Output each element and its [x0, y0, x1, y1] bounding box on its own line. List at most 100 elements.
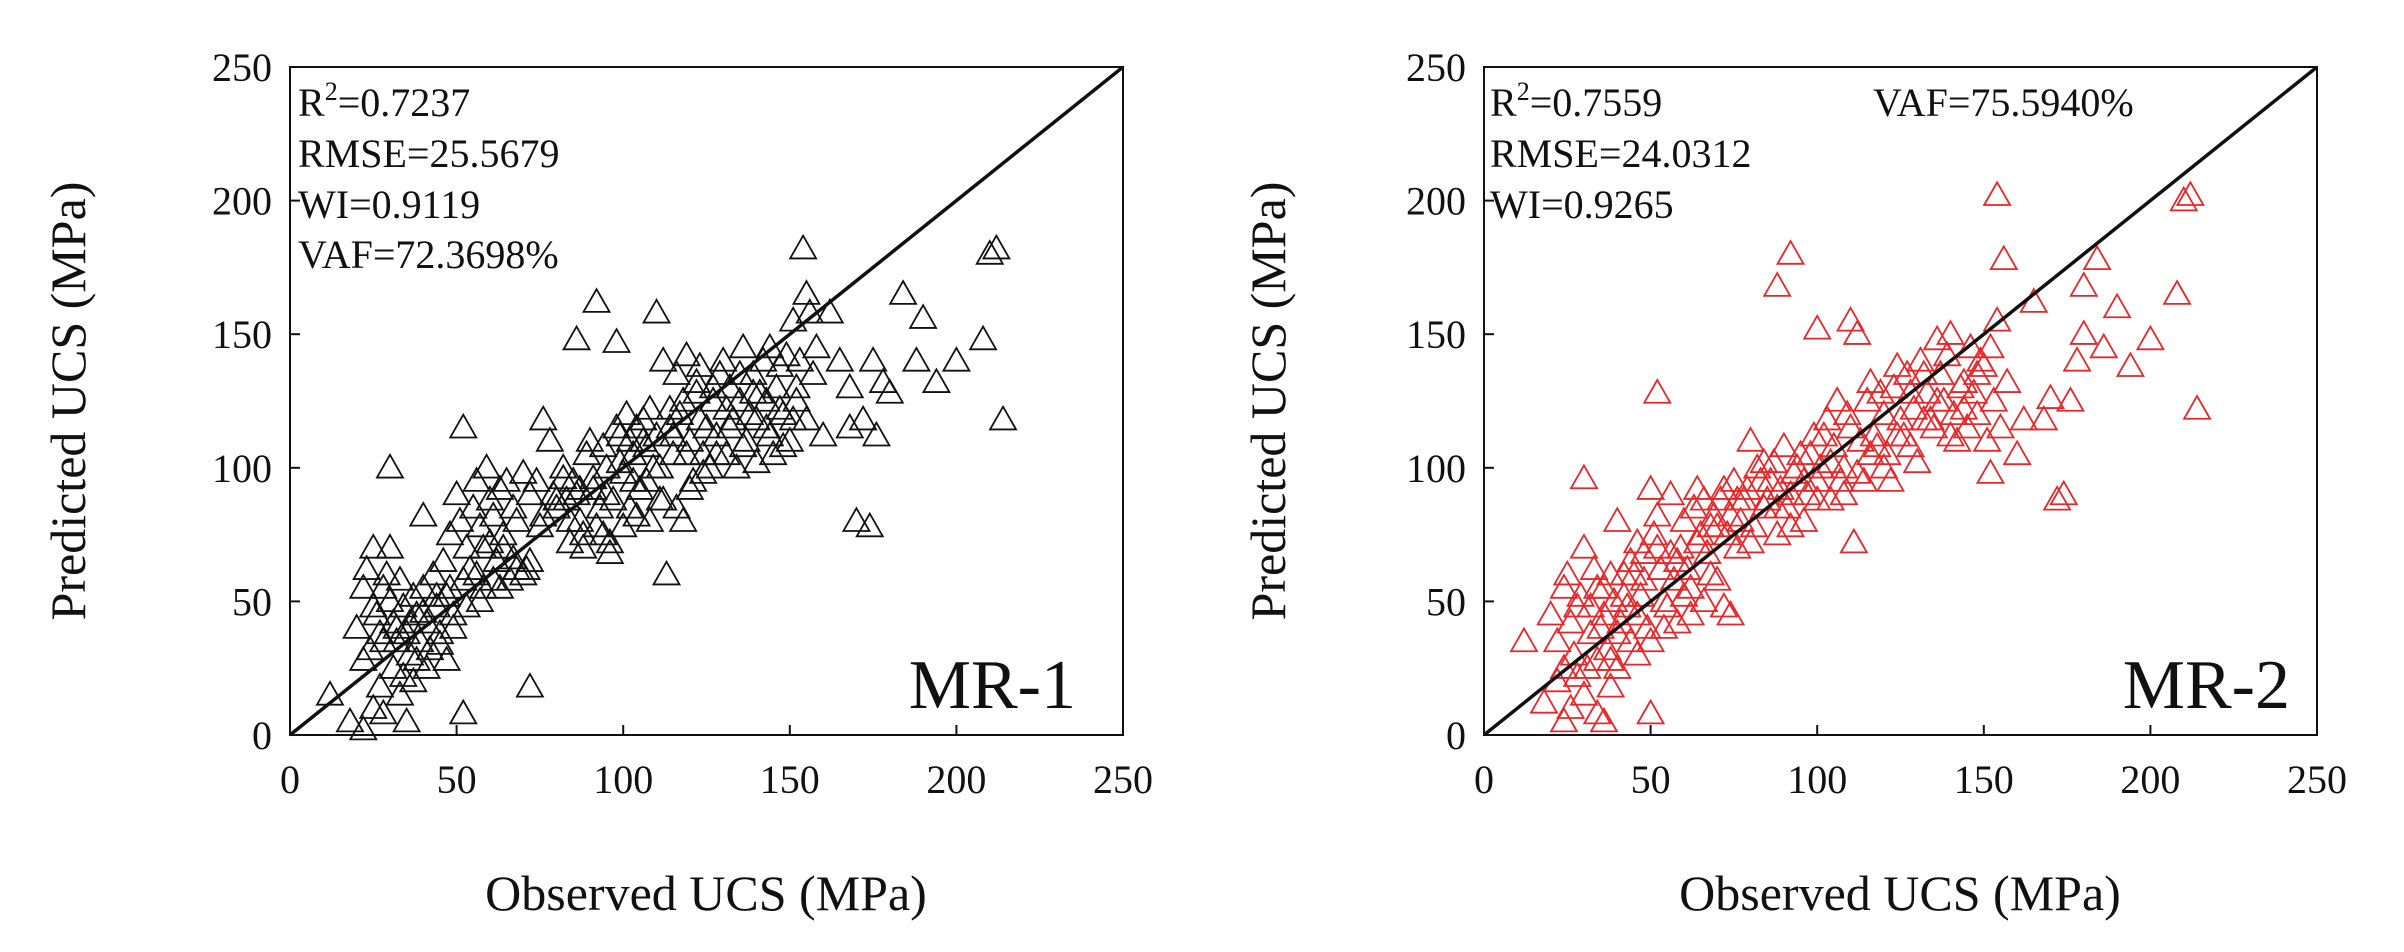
data-point-marker: [1909, 404, 1939, 431]
data-point-marker: [855, 511, 885, 538]
data-point-marker: [1869, 452, 1899, 479]
tick-group: 0 50 100 150 200 250 0 50 100 150 200 250: [1406, 45, 2347, 802]
data-point-marker: [348, 573, 378, 599]
data-point-marker: [1642, 501, 1672, 527]
y-tick-label: 0: [252, 713, 272, 758]
data-point-marker: [785, 346, 815, 372]
data-point-marker: [542, 493, 572, 519]
data-point-marker: [2069, 271, 2099, 297]
data-point-marker: [1586, 613, 1616, 639]
data-point-marker: [475, 527, 505, 554]
data-point-marker: [1985, 412, 2016, 439]
data-point-marker: [1935, 420, 1966, 447]
data-point-marker: [515, 546, 545, 572]
data-point-marker: [438, 599, 468, 626]
data-point-marker: [1905, 346, 1936, 372]
data-point-marker: [515, 479, 545, 506]
data-point-marker: [1569, 680, 1599, 706]
data-point-marker: [1552, 559, 1582, 586]
data-point-marker: [1812, 404, 1842, 431]
data-point-marker: [888, 279, 918, 305]
data-point-marker: [1832, 399, 1862, 426]
y-tick-label: 50: [232, 579, 272, 624]
data-point-marker: [1542, 666, 1572, 693]
data-point-marker: [555, 527, 585, 554]
data-point-marker: [1686, 519, 1716, 546]
data-point-marker: [668, 506, 698, 532]
data-point-marker: [448, 698, 478, 725]
data-point-marker: [2062, 346, 2092, 372]
data-point-marker: [1576, 591, 1606, 618]
data-point-marker: [528, 404, 558, 431]
x-tick-label: 150: [760, 757, 820, 802]
data-point-marker: [1689, 586, 1719, 613]
data-point-marker: [358, 693, 388, 719]
data-point-marker: [671, 340, 702, 367]
stat-r2: R2=0.7237: [298, 77, 470, 125]
x-tick-label: 50: [1631, 757, 1671, 802]
data-point-marker: [1702, 565, 1732, 591]
y-tick-label: 150: [1406, 312, 1466, 357]
data-point-marker: [1616, 546, 1646, 572]
data-point-marker: [765, 394, 795, 420]
x-tick-label: 0: [1474, 757, 1494, 802]
data-point-marker: [1822, 386, 1852, 412]
data-point-marker: [1562, 661, 1592, 687]
data-point-marker: [651, 559, 682, 586]
data-point-marker: [868, 367, 898, 393]
data-point-marker: [781, 372, 812, 399]
data-point-marker: [1785, 439, 1816, 466]
data-point-marker: [1632, 613, 1662, 639]
data-point-marker: [368, 698, 398, 725]
x-tick-label: 100: [1787, 757, 1847, 802]
data-point-marker: [548, 452, 578, 479]
data-point-marker: [595, 527, 625, 554]
data-point-marker: [382, 613, 412, 639]
data-point-marker: [1882, 420, 1912, 447]
data-point-marker: [448, 412, 478, 439]
data-point-marker: [1656, 479, 1686, 506]
data-point-marker: [835, 412, 865, 439]
data-point-marker: [815, 298, 845, 324]
x-tick-label: 100: [593, 757, 653, 802]
data-point-marker: [372, 559, 402, 586]
data-point-marker: [355, 634, 385, 661]
data-point-marker: [1626, 581, 1656, 607]
data-point-marker: [2082, 244, 2112, 271]
data-point-marker: [1669, 506, 1699, 532]
data-point-marker: [1982, 306, 2012, 332]
data-point-marker: [1732, 474, 1762, 500]
data-point-marker: [1699, 501, 1729, 527]
data-point-marker: [1669, 581, 1699, 607]
data-point-marker: [611, 399, 642, 426]
data-point-marker: [1879, 372, 1909, 399]
data-point-marker: [1709, 474, 1739, 500]
data-point-marker: [1962, 399, 1992, 426]
data-point-marker: [725, 359, 755, 385]
reference-line-y-equals-x: [1482, 65, 2319, 737]
data-point-marker: [1646, 554, 1676, 580]
data-point-marker: [438, 613, 468, 639]
data-point-marker: [615, 493, 645, 519]
data-point-marker: [655, 394, 685, 420]
data-point-marker: [1696, 559, 1726, 586]
data-point-marker: [875, 378, 905, 404]
data-point-marker: [681, 367, 712, 393]
points-group: [1509, 180, 2212, 733]
data-point-marker: [705, 359, 735, 385]
data-point-marker: [1942, 426, 1972, 452]
data-point-marker: [562, 324, 592, 351]
data-point-marker: [1955, 332, 1986, 359]
data-point-marker: [618, 466, 648, 492]
data-point-marker: [1622, 640, 1652, 666]
data-point-marker: [1556, 607, 1586, 634]
data-point-marker: [728, 332, 758, 359]
data-point-marker: [1829, 452, 1859, 479]
x-tick-label: 150: [1954, 757, 2014, 802]
data-point-marker: [1835, 306, 1866, 332]
y-tick-label: 100: [1406, 446, 1466, 491]
data-point-marker: [1736, 527, 1766, 554]
data-point-marker: [1802, 314, 1832, 340]
data-point-marker: [445, 506, 475, 532]
